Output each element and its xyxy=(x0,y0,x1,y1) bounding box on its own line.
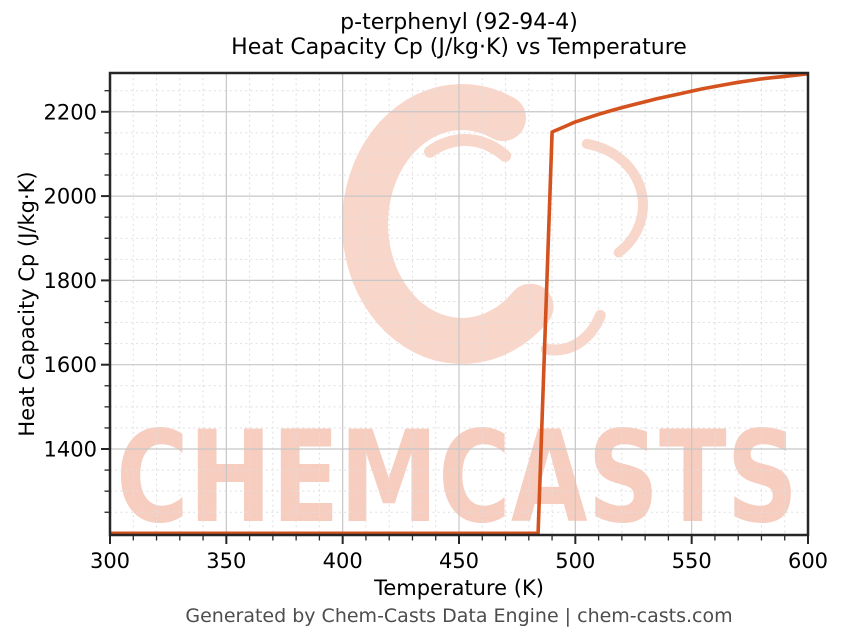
y-tick-label: 2200 xyxy=(44,100,97,124)
x-tick-label: 500 xyxy=(555,549,595,573)
y-tick-labels: 1400 1600 1800 2000 2200 xyxy=(44,100,97,461)
y-tick-label: 1600 xyxy=(44,353,97,377)
c-logo-tail xyxy=(540,309,606,356)
x-tick-label: 450 xyxy=(439,549,479,573)
chart-title-line-2: Heat Capacity Cp (J/kg·K) vs Temperature xyxy=(231,35,687,60)
y-tick-label: 1400 xyxy=(44,438,97,462)
c-logo-inner-swirl xyxy=(424,134,512,162)
x-tick-label: 350 xyxy=(206,549,246,573)
x-tick-label: 550 xyxy=(672,549,712,573)
watermark-text: CHEMCASTS xyxy=(116,403,798,551)
watermark: CHEMCASTS xyxy=(116,83,798,551)
x-tick-label: 300 xyxy=(90,549,130,573)
major-grid xyxy=(110,73,808,535)
footer-credit: Generated by Chem-Casts Data Engine | ch… xyxy=(185,605,733,627)
x-axis-label: Temperature (K) xyxy=(374,576,544,600)
cp-line xyxy=(110,73,808,535)
x-tick-label: 600 xyxy=(788,549,828,573)
y-axis-label: Heat Capacity Cp (J/kg·K) xyxy=(15,171,39,437)
x-tick-label: 400 xyxy=(323,549,363,573)
y-tick-label: 2000 xyxy=(44,185,97,209)
y-tick-label: 1800 xyxy=(44,269,97,293)
c-logo-opening-curl xyxy=(581,138,648,258)
chart-title: p-terphenyl (92-94-4) Heat Capacity Cp (… xyxy=(110,10,808,60)
chart-title-line-1: p-terphenyl (92-94-4) xyxy=(340,10,578,35)
x-tick-labels: 300 350 400 450 500 550 600 xyxy=(90,549,828,573)
axes-spines xyxy=(108,71,810,537)
tick-marks xyxy=(101,90,809,544)
